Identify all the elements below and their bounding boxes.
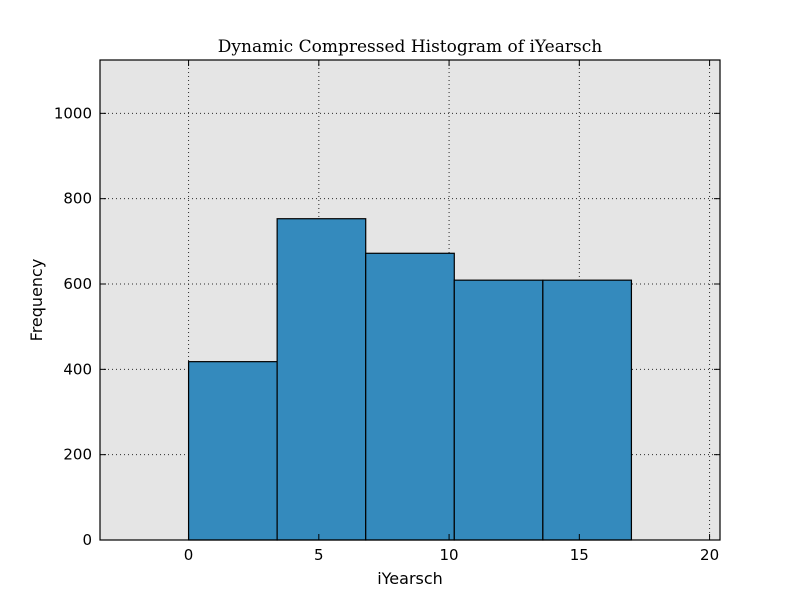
plot-frame xyxy=(99,59,721,541)
y-tick-label: 0 xyxy=(82,531,92,549)
histogram-bar xyxy=(365,252,455,541)
y-tick-label: 1000 xyxy=(54,104,92,122)
y-tick-label: 400 xyxy=(63,360,92,378)
x-axis-label: iYearsch xyxy=(377,569,443,588)
histogram-bar xyxy=(453,279,544,541)
histogram-bar xyxy=(276,218,367,541)
histogram-bar xyxy=(187,361,278,541)
x-tick-label: 5 xyxy=(314,546,324,564)
y-tick-label: 200 xyxy=(63,446,92,464)
y-tick-label: 600 xyxy=(63,275,92,293)
histogram-bar xyxy=(542,279,633,541)
x-tick-label: 15 xyxy=(570,546,589,564)
x-tick-label: 20 xyxy=(700,546,719,564)
x-tick-label: 10 xyxy=(440,546,459,564)
y-axis-label: Frequency xyxy=(27,259,46,342)
x-tick-label: 0 xyxy=(184,546,194,564)
chart-title: Dynamic Compressed Histogram of iYearsch xyxy=(218,37,602,57)
y-tick-label: 800 xyxy=(63,190,92,208)
